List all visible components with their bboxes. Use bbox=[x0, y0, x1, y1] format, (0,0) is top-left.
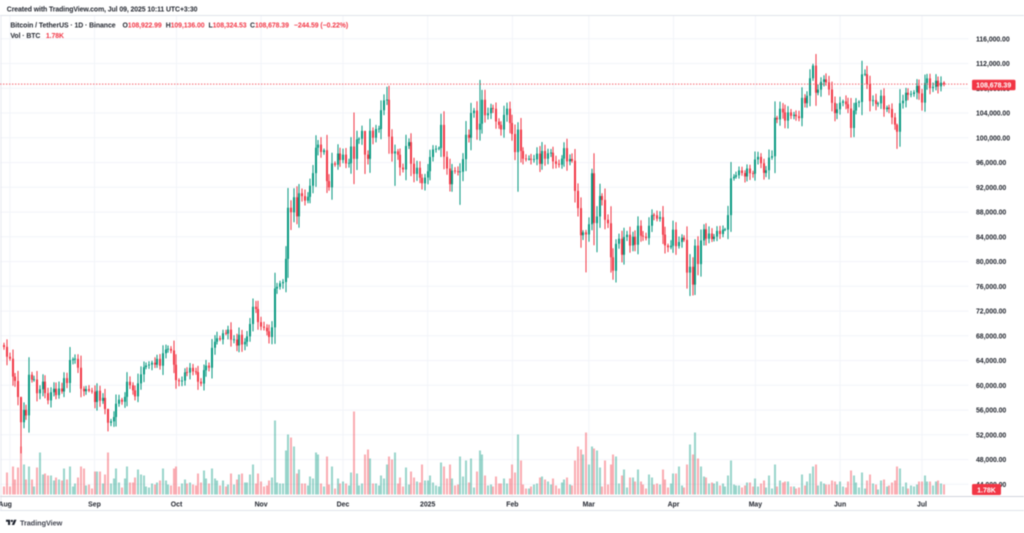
svg-text:Dec: Dec bbox=[337, 501, 350, 508]
svg-text:Bitcoin / TetherUS · 1D · Bina: Bitcoin / TetherUS · 1D · Binance O108,92… bbox=[10, 23, 348, 30]
svg-text:Jun: Jun bbox=[834, 501, 846, 508]
svg-text:Apr: Apr bbox=[668, 501, 680, 508]
svg-text:52,000.00: 52,000.00 bbox=[976, 432, 1006, 439]
svg-text:64,000.00: 64,000.00 bbox=[976, 358, 1006, 365]
svg-text:68,000.00: 68,000.00 bbox=[976, 333, 1006, 340]
svg-text:76,000.00: 76,000.00 bbox=[976, 284, 1006, 291]
svg-text:108,678.39: 108,678.39 bbox=[976, 83, 1011, 90]
svg-text:80,000.00: 80,000.00 bbox=[976, 259, 1006, 266]
svg-text:88,000.00: 88,000.00 bbox=[976, 210, 1006, 217]
svg-text:2025: 2025 bbox=[420, 501, 435, 508]
svg-text:May: May bbox=[749, 501, 763, 508]
svg-text:96,000.00: 96,000.00 bbox=[976, 160, 1006, 167]
svg-text:100,000.00: 100,000.00 bbox=[976, 135, 1010, 142]
svg-text:Oct: Oct bbox=[171, 501, 183, 508]
svg-text:TradingView: TradingView bbox=[20, 518, 63, 527]
svg-text:84,000.00: 84,000.00 bbox=[976, 234, 1006, 241]
svg-text:Created with TradingView.com,: Created with TradingView.com, Jul 09, 20… bbox=[7, 7, 198, 14]
svg-text:Nov: Nov bbox=[255, 501, 268, 508]
svg-text:Feb: Feb bbox=[506, 501, 518, 508]
svg-text:92,000.00: 92,000.00 bbox=[976, 185, 1006, 192]
svg-text:1.78K: 1.78K bbox=[977, 488, 996, 495]
svg-text:116,000.00: 116,000.00 bbox=[976, 36, 1010, 43]
svg-text:112,000.00: 112,000.00 bbox=[976, 61, 1010, 68]
svg-text:Sep: Sep bbox=[88, 501, 101, 508]
svg-text:56,000.00: 56,000.00 bbox=[976, 408, 1006, 415]
svg-text:104,000.00: 104,000.00 bbox=[976, 111, 1010, 118]
svg-text:Jul: Jul bbox=[917, 501, 927, 508]
svg-text:48,000.00: 48,000.00 bbox=[976, 457, 1006, 464]
svg-text:60,000.00: 60,000.00 bbox=[976, 383, 1006, 390]
svg-text:Mar: Mar bbox=[583, 501, 596, 508]
svg-text:72,000.00: 72,000.00 bbox=[976, 309, 1006, 316]
svg-text:Aug: Aug bbox=[0, 501, 12, 508]
